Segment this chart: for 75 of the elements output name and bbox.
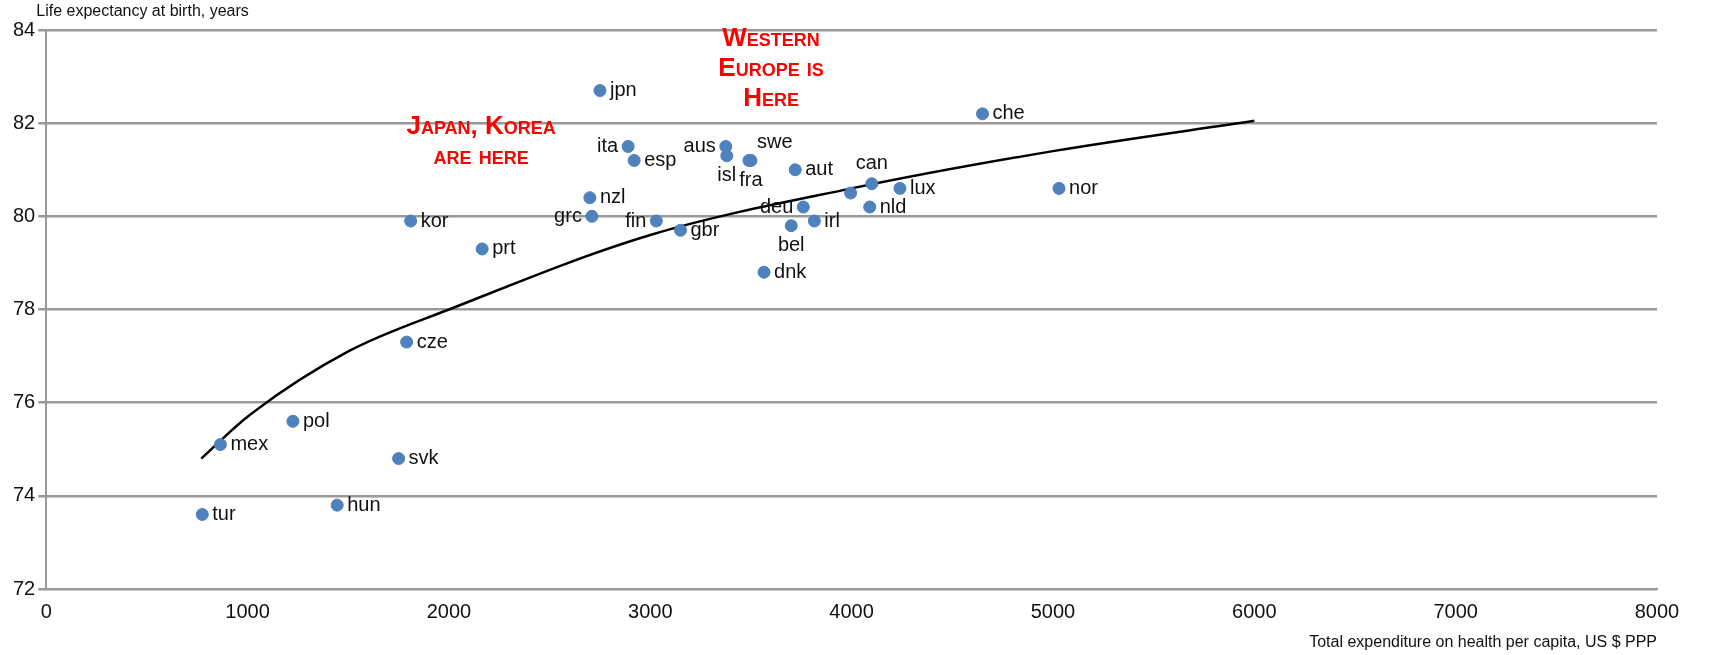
series-label: nor xyxy=(1069,175,1099,198)
x-tick-label: 7000 xyxy=(1433,599,1478,622)
series-label: che xyxy=(992,101,1025,124)
x-tick-label: 0 xyxy=(40,599,52,622)
point xyxy=(585,209,599,223)
y-tick-label: 80 xyxy=(13,203,36,226)
series-label: fra xyxy=(739,167,764,190)
series-label: irl xyxy=(824,208,840,231)
point xyxy=(863,200,877,214)
y-tick-label: 82 xyxy=(13,110,36,133)
series-label: fin xyxy=(625,208,647,231)
point xyxy=(392,452,406,466)
point xyxy=(286,414,300,428)
point xyxy=(627,153,641,167)
series-label: dnk xyxy=(774,259,808,282)
point xyxy=(784,219,798,233)
x-tick-label: 2000 xyxy=(426,599,472,622)
series-label: kor xyxy=(420,208,449,231)
point xyxy=(475,242,489,256)
series-label: lux xyxy=(909,175,936,198)
x-tick-label: 1000 xyxy=(225,599,270,622)
y-tick-label: 84 xyxy=(13,17,36,40)
series-label: aut xyxy=(805,157,834,180)
point xyxy=(865,177,879,191)
series-label: prt xyxy=(492,236,516,259)
point xyxy=(621,139,635,153)
series-label: swe xyxy=(756,129,793,152)
point xyxy=(1052,181,1066,195)
series-label: isl xyxy=(717,163,737,186)
point xyxy=(583,191,597,205)
x-tick-label: 8000 xyxy=(1634,599,1680,622)
point xyxy=(893,181,907,195)
point xyxy=(719,139,733,153)
series-label: esp xyxy=(644,147,677,170)
series-label: jpn xyxy=(608,78,637,101)
series-label: gbr xyxy=(690,217,720,240)
annotation: Japan, Korea are here xyxy=(406,109,556,170)
point xyxy=(593,84,607,98)
series-label: bel xyxy=(777,233,805,256)
y-tick-label: 74 xyxy=(13,483,36,506)
x-tick-label: 5000 xyxy=(1030,599,1076,622)
point xyxy=(788,163,802,177)
series-label: nld xyxy=(879,194,907,217)
series-label: svk xyxy=(408,446,440,469)
series-label: grc xyxy=(554,203,582,226)
x-tick-label: 3000 xyxy=(628,599,673,622)
series-label: pol xyxy=(302,408,330,431)
series-label: mex xyxy=(230,432,269,455)
point xyxy=(195,507,209,521)
series-label: can xyxy=(855,151,888,174)
point xyxy=(673,223,687,237)
series-label: hun xyxy=(347,492,381,515)
x-tick-label: 4000 xyxy=(829,599,874,622)
x-tick-label: 6000 xyxy=(1232,599,1277,622)
point xyxy=(649,214,663,228)
y-tick-label: 72 xyxy=(13,576,36,599)
y-axis-title: Life expectancy at birth, years xyxy=(36,2,249,20)
annotation: Western Europe is Here xyxy=(718,22,824,113)
y-tick-label: 78 xyxy=(13,297,36,320)
point xyxy=(807,214,821,228)
point xyxy=(976,107,989,121)
x-axis-title: Total expenditure on health per capita, US $ PPP xyxy=(1309,633,1657,651)
point xyxy=(757,265,771,279)
series-label: cze xyxy=(416,329,448,352)
y-tick-label: 76 xyxy=(13,390,36,413)
point xyxy=(213,438,227,452)
series-label: ita xyxy=(597,133,620,156)
point xyxy=(796,200,810,214)
point xyxy=(330,498,344,512)
series-label: nzl xyxy=(599,185,626,208)
series-label: tur xyxy=(212,501,236,524)
point xyxy=(844,186,858,200)
point xyxy=(404,214,418,228)
series-label: aus xyxy=(683,133,716,156)
point xyxy=(400,335,414,349)
